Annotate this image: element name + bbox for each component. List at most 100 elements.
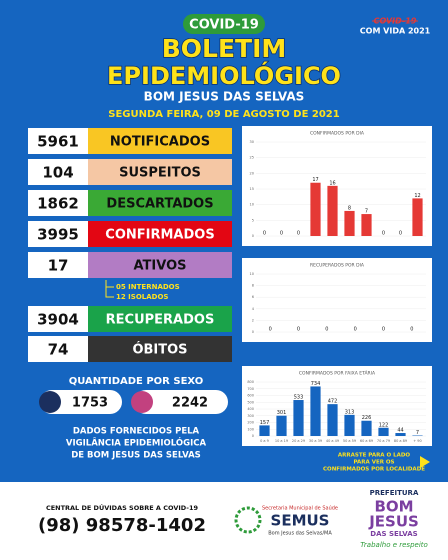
y-tick-label: 5 [252, 218, 254, 222]
date: SEGUNDA FEIRA, 09 DE AGOSTO DE 2021 [108, 109, 339, 120]
value-label: 17 [312, 177, 318, 183]
value-label: 122 [379, 422, 389, 428]
value-label: 0 [280, 231, 283, 237]
x-tick-label: 60 a 69 [360, 439, 373, 443]
stat-label: ÓBITOS [132, 342, 187, 358]
bar [395, 433, 406, 436]
y-tick-label: 10 [250, 203, 254, 207]
swipe-arrow [420, 456, 430, 468]
value-label: 0 [297, 327, 300, 333]
value-label: 734 [311, 381, 321, 387]
y-tick-label: 300 [247, 414, 254, 418]
y-tick-label: 0 [252, 234, 254, 238]
stat-value: 104 [42, 164, 73, 182]
value-label: 301 [277, 410, 287, 416]
chart-title: CONFIRMADOS POR DIA [310, 131, 365, 137]
bom: BOM [374, 498, 413, 516]
ativos-detail: 12 ISOLADOS [116, 293, 168, 301]
y-tick-label: 0 [252, 330, 254, 334]
female-value: 2242 [172, 396, 208, 411]
bar [293, 400, 304, 436]
stat-value-box [28, 190, 88, 216]
male-value: 1753 [72, 396, 108, 411]
bar [327, 404, 338, 436]
bar [412, 198, 423, 236]
phone: (98) 98578-1402 [38, 515, 206, 536]
value-label: 313 [345, 409, 355, 415]
semus-bottom: Bom Jesus das Selvas/MA [268, 531, 332, 537]
bar [259, 425, 270, 436]
value-label: 0 [410, 327, 413, 333]
value-label: 0 [354, 327, 357, 333]
female-icon [131, 391, 153, 413]
chart-panel [242, 258, 432, 342]
corner: COM VIDA 2021 [360, 27, 431, 36]
swipe: ARRASTE PARA O LADO [338, 453, 410, 459]
y-tick-label: 8 [252, 284, 254, 288]
badge-text: COVID-19 [189, 18, 259, 33]
source: DE BOM JESUS DAS SELVAS [71, 451, 201, 461]
male-icon [39, 391, 61, 413]
stat-label-box [88, 336, 232, 362]
y-tick-label: 200 [247, 421, 254, 425]
value-label: 12 [414, 193, 420, 199]
value-label: 157 [260, 420, 270, 426]
value-label: 0 [263, 231, 266, 237]
bar [276, 415, 287, 436]
x-tick-label: 10 a 19 [275, 439, 288, 443]
stat-label-box [88, 252, 232, 278]
swipe: PARA VER OS [354, 460, 395, 466]
bar [310, 182, 321, 236]
jesus: JESUS [368, 513, 419, 531]
x-tick-label: 30 a 39 [309, 439, 322, 443]
x-tick-label: + 90 [413, 439, 422, 443]
stat-value: 1862 [37, 195, 79, 213]
stat-label-box [88, 128, 232, 154]
value-label: 16 [329, 180, 335, 186]
footer-background [0, 482, 448, 560]
value-label: 0 [269, 327, 272, 333]
x-tick-label: 50 a 59 [343, 439, 356, 443]
stat-label: SUSPEITOS [119, 166, 201, 181]
value-label: 0 [382, 327, 385, 333]
stat-label: NOTIFICADOS [110, 135, 210, 150]
stat-value-box [28, 159, 88, 185]
semus: SEMUS [271, 512, 330, 530]
stat-value: 3904 [37, 311, 79, 329]
selvas: DAS SELVAS [370, 530, 417, 538]
badge [183, 14, 265, 34]
value-label: 0 [325, 327, 328, 333]
title: BOLETIM [162, 34, 287, 63]
value-label: 0 [399, 231, 402, 237]
x-tick-label: 40 a 49 [326, 439, 339, 443]
value-label: 7 [416, 430, 419, 436]
female-box [134, 390, 228, 414]
y-tick-label: 2 [252, 318, 254, 322]
x-tick-label: 70 a 79 [377, 439, 390, 443]
value-label: 226 [362, 415, 372, 421]
bar [361, 214, 372, 236]
y-tick-label: 15 [250, 187, 254, 191]
pref: PREFEITURA [370, 489, 419, 497]
y-tick-label: 800 [247, 380, 254, 384]
stat-value-box [28, 336, 88, 362]
bar [378, 427, 389, 436]
stat-label-box [88, 221, 232, 247]
source: VIGILÂNCIA EPIDEMIOLÓGICA [66, 437, 207, 449]
help-title: CENTRAL DE DÚVIDAS SOBRE A COVID-19 [46, 503, 199, 512]
chart-title: RECUPERADOS POR DIA [310, 263, 365, 269]
stat-value-box [28, 306, 88, 332]
x-tick-label: 20 a 29 [292, 439, 305, 443]
place: BOM JESUS DAS SELVAS [144, 90, 305, 104]
bar [310, 386, 321, 436]
slogan: Trabalho e respeito [360, 541, 428, 549]
stat-label-box [88, 306, 232, 332]
stat-label: ATIVOS [133, 259, 186, 274]
chart-title: CONFIRMADOS POR FAIXA ETÁRIA [299, 370, 376, 377]
value-label: 44 [397, 428, 403, 434]
stat-value-box [28, 128, 88, 154]
value-label: 533 [294, 395, 304, 401]
y-tick-label: 4 [252, 307, 255, 311]
swipe: CONFIRMADOS POR LOCALIDADE [323, 467, 425, 473]
